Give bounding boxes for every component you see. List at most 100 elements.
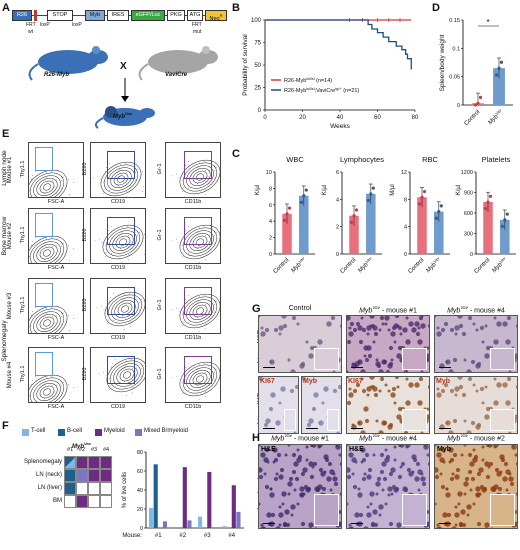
histo-nucleus: [452, 418, 458, 424]
e-contour-ring: [195, 173, 205, 181]
e-scatter-dot: [171, 309, 173, 311]
bar-y-tick-label: 0.1: [452, 46, 460, 52]
e-scatter-dot: [216, 314, 218, 316]
e-scatter-dot: [32, 379, 33, 381]
f-bar-2-2: [207, 471, 212, 528]
e-gate-0-1: [107, 151, 135, 179]
histo-nucleus: [467, 377, 473, 382]
bar-dot: [488, 194, 493, 198]
histo-nucleus: [366, 345, 372, 351]
e-scatter-dot: [52, 316, 54, 317]
e-scatter-dot: [111, 253, 113, 254]
histo-nucleus: [387, 493, 391, 497]
g-he-control-inset: [314, 348, 339, 370]
e-scatter-dot: [205, 323, 207, 325]
g-he-mouse4-inset: [490, 348, 515, 370]
histo-nucleus: [475, 492, 481, 498]
histo-nucleus: [300, 471, 306, 477]
e-scatter-dot: [185, 164, 186, 166]
e-scatter-dot: [205, 254, 207, 256]
e-scatter-dot: [182, 314, 184, 315]
f-mouse-label: Mouse:: [122, 533, 142, 539]
e-gate-1-0: [35, 213, 53, 237]
e-scatter-dot: [55, 193, 57, 194]
e-scatter-dot: [106, 322, 108, 324]
f-grid-cell-3-1: [76, 495, 88, 508]
e-scatter-dot: [131, 162, 133, 163]
histo-nucleus: [417, 469, 423, 475]
histo-nucleus: [272, 447, 278, 453]
histo-nucleus: [454, 386, 460, 392]
e-y-axis-label: Thy1.1: [20, 226, 26, 244]
e-scatter-dot: [207, 310, 209, 312]
histo-nucleus: [321, 486, 327, 492]
histo-nucleus: [348, 387, 352, 391]
histo-nucleus: [360, 316, 364, 320]
f-x-tick-label: #3: [204, 533, 211, 539]
bar-dot: [354, 208, 359, 212]
e-scatter-dot: [139, 245, 141, 247]
e-density-contour: [171, 361, 220, 400]
histo-nucleus: [420, 316, 424, 318]
e-scatter-dot: [116, 172, 118, 173]
b-y-tick-label: 0: [258, 108, 262, 114]
e-scatter-dot: [197, 183, 198, 185]
e-scatter-dot: [126, 191, 128, 193]
e-scatter-dot: [102, 192, 104, 194]
offspring-sup: Vav: [125, 111, 132, 116]
e-scatter-dot: [208, 248, 210, 249]
e-scatter-dot: [190, 174, 192, 176]
e-scatter-dot: [46, 377, 47, 379]
e-scatter-dot: [56, 384, 58, 386]
e-scatter-dot: [195, 304, 197, 305]
e-scatter-dot: [187, 295, 189, 296]
histo-nucleus: [485, 345, 491, 351]
e-x-axis-label: CD11b: [184, 335, 202, 341]
e-gate-1-2: [184, 217, 212, 245]
g-col-suffix: - mouse #4: [467, 307, 505, 315]
e-scatter-dot: [30, 197, 31, 198]
histo-nucleus: [273, 476, 279, 482]
e-scatter-dot: [188, 322, 190, 323]
e-scatter-dot: [124, 294, 125, 296]
e-scatter-dot: [125, 297, 127, 299]
histo-nucleus: [282, 521, 288, 527]
histo-nucleus: [281, 316, 287, 319]
histo-nucleus: [264, 484, 270, 490]
histo-nucleus: [266, 460, 270, 464]
histo-nucleus: [378, 430, 384, 433]
e-scatter-dot: [36, 189, 38, 191]
histo-nucleus: [496, 382, 502, 388]
e-scatter-dot: [44, 382, 46, 384]
e-scatter-dot: [208, 317, 210, 318]
e-scatter-dot: [187, 363, 189, 364]
e-scatter-dot: [52, 396, 53, 398]
e-scatter-dot: [208, 385, 210, 386]
e-scatter-dot: [128, 188, 130, 189]
e-scatter-dot: [114, 359, 116, 360]
e-scatter-dot: [195, 372, 197, 373]
bar-y-tick-label: 6: [269, 203, 272, 209]
histo-nucleus: [269, 492, 275, 498]
e-scatter-dot: [214, 379, 216, 381]
frt-wt-label: FRT: [26, 22, 36, 28]
e-scatter-dot: [51, 306, 52, 308]
histo-nucleus: [378, 504, 384, 510]
histo-nucleus: [463, 358, 467, 362]
histo-nucleus: [405, 316, 409, 320]
e-mouse-label-0: Mouse #1: [7, 156, 13, 184]
histo-nucleus: [282, 323, 288, 329]
e-scatter-dot: [56, 245, 58, 247]
e-scatter-dot: [205, 304, 207, 305]
histo-nucleus: [363, 354, 367, 358]
r26-myb-label: R26-Myb: [44, 72, 70, 78]
histo-nucleus: [278, 505, 282, 509]
f-bar-3-2: [231, 485, 236, 528]
histo-nucleus: [352, 327, 358, 333]
histo-nucleus: [387, 424, 393, 430]
e-contour-ring: [182, 162, 218, 192]
e-contour-ring: [102, 224, 144, 260]
histo-nucleus: [397, 445, 403, 448]
histo-nucleus: [321, 401, 325, 405]
e-flow-plot-2-0: [28, 278, 84, 334]
